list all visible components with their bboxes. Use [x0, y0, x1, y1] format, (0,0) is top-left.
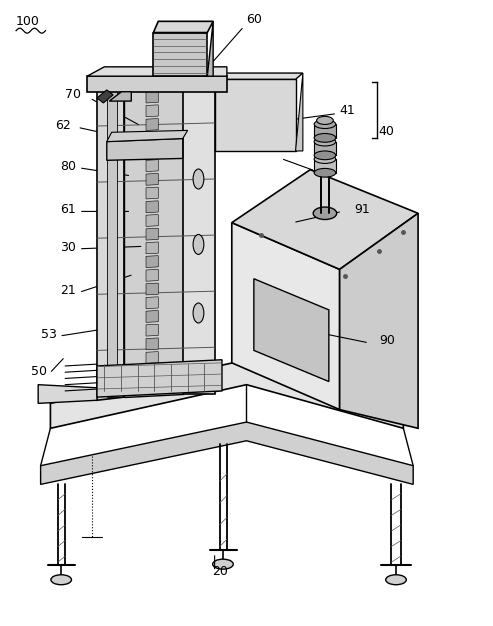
Ellipse shape	[314, 120, 336, 128]
Polygon shape	[97, 90, 113, 103]
Polygon shape	[232, 170, 418, 269]
Polygon shape	[124, 80, 183, 397]
Text: 80: 80	[60, 160, 76, 173]
Polygon shape	[146, 366, 158, 377]
Polygon shape	[107, 83, 116, 397]
Text: 91: 91	[354, 203, 370, 217]
Polygon shape	[146, 324, 158, 336]
Polygon shape	[50, 360, 403, 428]
Polygon shape	[146, 338, 158, 350]
Polygon shape	[87, 67, 227, 76]
Polygon shape	[107, 138, 183, 160]
Polygon shape	[153, 33, 207, 76]
Ellipse shape	[212, 559, 233, 569]
Polygon shape	[146, 379, 158, 391]
Text: 50: 50	[31, 366, 47, 378]
Ellipse shape	[317, 116, 333, 125]
Ellipse shape	[193, 169, 204, 189]
Polygon shape	[40, 422, 413, 485]
Polygon shape	[146, 187, 158, 199]
Polygon shape	[214, 80, 295, 151]
Polygon shape	[97, 360, 222, 397]
Polygon shape	[295, 73, 303, 151]
Text: 21: 21	[60, 284, 76, 297]
Ellipse shape	[314, 133, 336, 142]
Polygon shape	[314, 141, 336, 155]
Polygon shape	[146, 118, 158, 130]
Text: 30: 30	[60, 240, 76, 254]
Polygon shape	[87, 76, 227, 92]
Text: 41: 41	[340, 103, 355, 116]
Polygon shape	[183, 80, 214, 394]
Ellipse shape	[314, 151, 336, 160]
Polygon shape	[146, 297, 158, 309]
Text: 61: 61	[60, 203, 76, 217]
Polygon shape	[146, 242, 158, 254]
Polygon shape	[214, 73, 303, 80]
Polygon shape	[146, 310, 158, 322]
Ellipse shape	[314, 168, 336, 177]
Text: 62: 62	[55, 119, 71, 132]
Polygon shape	[207, 21, 213, 76]
Polygon shape	[146, 146, 158, 158]
Polygon shape	[146, 132, 158, 144]
Polygon shape	[146, 228, 158, 240]
Ellipse shape	[314, 155, 336, 163]
Ellipse shape	[51, 575, 71, 585]
Polygon shape	[146, 160, 158, 172]
Polygon shape	[153, 21, 213, 33]
Polygon shape	[146, 352, 158, 364]
Polygon shape	[146, 283, 158, 295]
Ellipse shape	[386, 575, 406, 585]
Polygon shape	[146, 255, 158, 267]
Polygon shape	[146, 201, 158, 213]
Ellipse shape	[193, 303, 204, 323]
Polygon shape	[254, 279, 329, 382]
Text: 53: 53	[40, 328, 57, 341]
Polygon shape	[146, 91, 158, 103]
Polygon shape	[109, 92, 131, 101]
Text: 90: 90	[379, 334, 395, 347]
Polygon shape	[146, 269, 158, 281]
Polygon shape	[340, 213, 418, 428]
Text: 40: 40	[379, 125, 395, 138]
Polygon shape	[146, 215, 158, 227]
Polygon shape	[146, 105, 158, 116]
Text: 20: 20	[212, 565, 228, 578]
Polygon shape	[232, 223, 340, 409]
Polygon shape	[314, 124, 336, 138]
Ellipse shape	[313, 207, 337, 220]
Text: 42: 42	[320, 160, 336, 173]
Text: 100: 100	[16, 15, 40, 28]
Text: 70: 70	[65, 88, 81, 101]
Polygon shape	[97, 80, 124, 400]
Polygon shape	[314, 159, 336, 173]
Ellipse shape	[314, 137, 336, 146]
Text: 60: 60	[246, 13, 262, 26]
Polygon shape	[107, 130, 188, 141]
Ellipse shape	[193, 235, 204, 254]
Polygon shape	[38, 384, 97, 403]
Polygon shape	[146, 173, 158, 185]
